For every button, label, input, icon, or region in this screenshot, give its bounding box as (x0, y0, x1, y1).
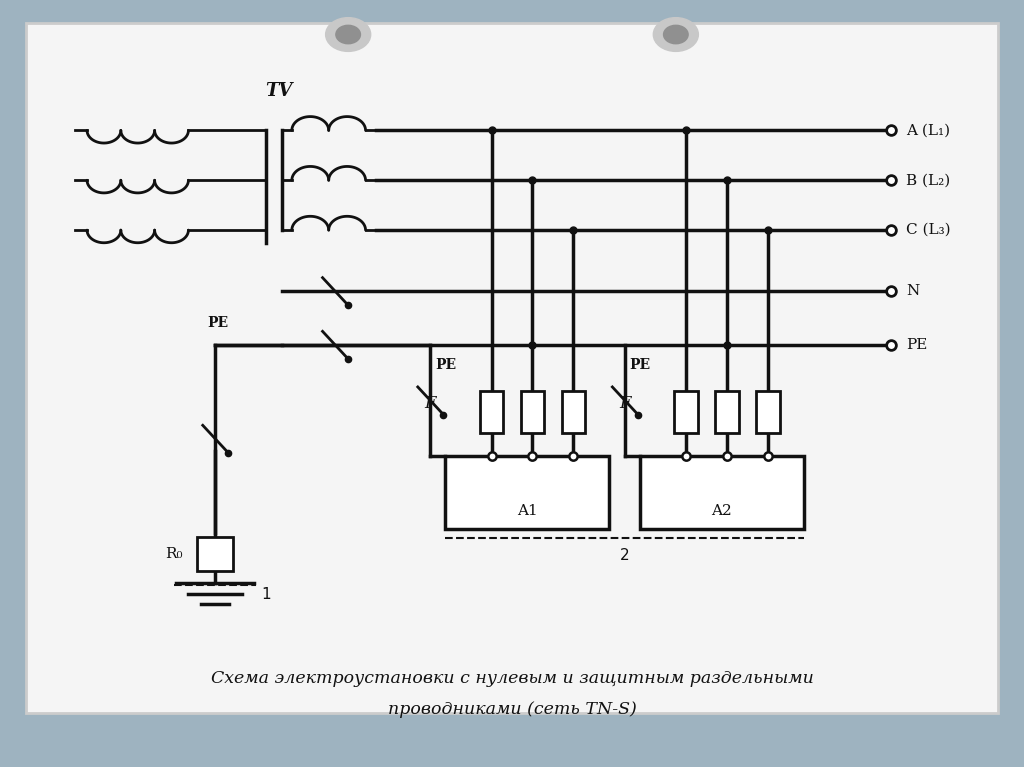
Text: PE: PE (906, 338, 928, 352)
Bar (521, 391, 545, 433)
Text: 1: 1 (261, 587, 270, 602)
Bar (445, 456, 609, 529)
Bar (674, 391, 698, 433)
Text: N: N (906, 285, 920, 298)
Text: F: F (424, 395, 436, 412)
Bar (561, 391, 586, 433)
Bar (640, 456, 804, 529)
Bar (197, 537, 233, 571)
Text: 2: 2 (620, 548, 630, 564)
Bar (756, 391, 780, 433)
Bar (715, 391, 739, 433)
Text: A2: A2 (712, 504, 732, 518)
Text: TV: TV (265, 82, 292, 100)
Text: F: F (618, 395, 631, 412)
Text: проводниками (сеть TN-S): проводниками (сеть TN-S) (388, 701, 636, 718)
Text: PE: PE (630, 358, 651, 372)
Text: B (L₂): B (L₂) (906, 173, 950, 187)
Text: PE: PE (208, 316, 228, 330)
Text: C (L₃): C (L₃) (906, 223, 951, 237)
Bar (479, 391, 504, 433)
Text: PE: PE (435, 358, 457, 372)
Text: R₀: R₀ (165, 547, 182, 561)
Text: A1: A1 (517, 504, 538, 518)
Text: Схема электроустановки с нулевым и защитным раздельными: Схема электроустановки с нулевым и защит… (211, 670, 813, 687)
Text: A (L₁): A (L₁) (906, 123, 950, 137)
